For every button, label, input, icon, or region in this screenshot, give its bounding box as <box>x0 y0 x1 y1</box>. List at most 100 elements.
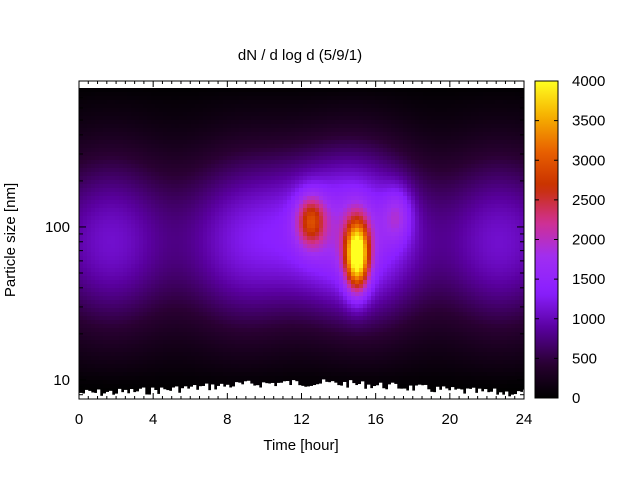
heatmap-cell <box>267 116 272 121</box>
heatmap-cell <box>247 220 252 225</box>
heatmap-cell <box>167 324 172 329</box>
heatmap-cell <box>203 192 208 197</box>
heatmap-cell <box>215 352 220 357</box>
heatmap-cell <box>243 248 248 253</box>
heatmap-cell <box>163 168 168 173</box>
heatmap-cell <box>175 124 180 129</box>
heatmap-cell <box>99 152 104 157</box>
heatmap-cell <box>95 156 100 161</box>
heatmap-cell <box>199 336 204 341</box>
heatmap-cell <box>219 176 224 181</box>
heatmap-cell <box>159 228 164 233</box>
heatmap-cell <box>207 256 212 261</box>
heatmap-cell <box>131 336 136 341</box>
heatmap-cell <box>247 356 252 361</box>
heatmap-cell <box>147 96 152 101</box>
heatmap-cell <box>299 92 304 97</box>
heatmap-cell <box>303 148 308 153</box>
heatmap-cell <box>231 344 236 349</box>
heatmap-cell <box>183 300 188 305</box>
heatmap-cell <box>103 260 108 265</box>
heatmap-cell <box>183 252 188 257</box>
heatmap-cell <box>275 332 280 337</box>
heatmap-cell <box>291 372 296 377</box>
heatmap-cell <box>191 204 196 209</box>
heatmap-cell <box>163 372 168 377</box>
heatmap-cell <box>247 128 252 133</box>
heatmap-cell <box>83 172 88 177</box>
heatmap-cell <box>223 212 228 217</box>
heatmap-cell <box>139 332 144 337</box>
heatmap-cell <box>227 256 232 261</box>
heatmap-cell <box>287 156 292 161</box>
heatmap-cell <box>115 176 120 181</box>
heatmap-cell <box>171 244 176 249</box>
heatmap-cell <box>203 188 208 193</box>
heatmap-cell <box>195 352 200 357</box>
heatmap-cell <box>159 384 164 389</box>
heatmap-cell <box>267 296 272 301</box>
heatmap-cell <box>299 172 304 177</box>
heatmap-cell <box>283 128 288 133</box>
heatmap-cell <box>259 120 264 125</box>
heatmap-cell <box>87 244 92 249</box>
heatmap-cell <box>195 384 200 389</box>
heatmap-cell <box>155 312 160 317</box>
heatmap-cell <box>107 104 112 109</box>
heatmap-cell <box>231 316 236 321</box>
heatmap-cell <box>235 180 240 185</box>
heatmap-cell <box>87 208 92 213</box>
heatmap-cell <box>211 328 216 333</box>
heatmap-cell <box>139 176 144 181</box>
heatmap-cell <box>91 204 96 209</box>
heatmap-cell <box>239 144 244 149</box>
heatmap-cell <box>79 196 84 201</box>
heatmap-cell <box>283 364 288 369</box>
heatmap-cell <box>255 256 260 261</box>
heatmap-cell <box>327 160 332 165</box>
heatmap-cell <box>107 384 112 389</box>
heatmap-cell <box>139 136 144 141</box>
heatmap-cell <box>87 100 92 105</box>
heatmap-cell <box>271 220 276 225</box>
heatmap-cell <box>147 240 152 245</box>
heatmap-cell <box>123 296 128 301</box>
heatmap-cell <box>243 360 248 365</box>
heatmap-cell <box>171 228 176 233</box>
heatmap-cell <box>131 176 136 181</box>
heatmap-cell <box>179 100 184 105</box>
heatmap-cell <box>239 128 244 133</box>
heatmap-cell <box>219 264 224 269</box>
heatmap-cell <box>139 360 144 365</box>
heatmap-cell <box>167 108 172 113</box>
heatmap-cell <box>167 384 172 389</box>
heatmap-cell <box>155 272 160 277</box>
heatmap-cell <box>159 336 164 341</box>
heatmap-cell <box>207 288 212 293</box>
heatmap-cell <box>103 212 108 217</box>
heatmap-cell <box>231 212 236 217</box>
heatmap-cell <box>251 308 256 313</box>
heatmap-cell <box>275 300 280 305</box>
heatmap-cell <box>83 356 88 361</box>
heatmap-cell <box>115 216 120 221</box>
heatmap-cell <box>291 316 296 321</box>
heatmap-cell <box>187 148 192 153</box>
heatmap-cell <box>283 368 288 373</box>
heatmap-cell <box>191 240 196 245</box>
heatmap-cell <box>143 296 148 301</box>
heatmap-cell <box>239 248 244 253</box>
heatmap-cell <box>127 280 132 285</box>
heatmap-cell <box>119 376 124 381</box>
heatmap-cell <box>267 192 272 197</box>
heatmap-cell <box>87 312 92 317</box>
heatmap-cell <box>99 372 104 377</box>
heatmap-cell <box>215 152 220 157</box>
heatmap-cell <box>263 124 268 129</box>
heatmap-cell <box>183 232 188 237</box>
heatmap-cell <box>95 164 100 169</box>
heatmap-cell <box>119 108 124 113</box>
heatmap-cell <box>307 156 312 161</box>
heatmap-cell <box>191 200 196 205</box>
heatmap-cell <box>327 368 332 373</box>
